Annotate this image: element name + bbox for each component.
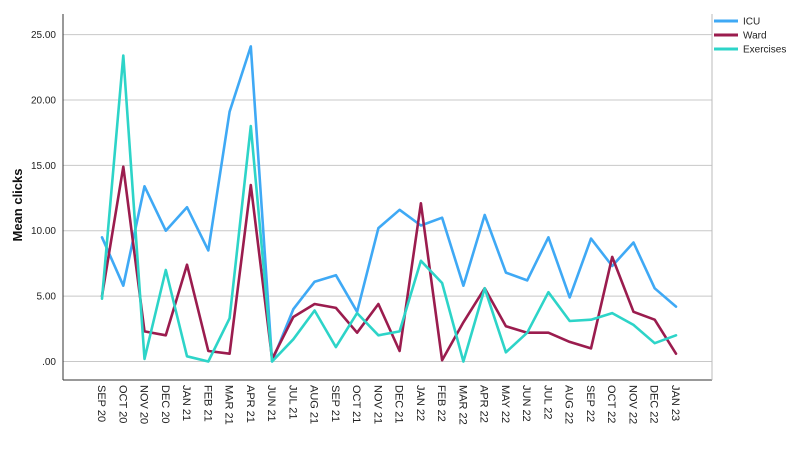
x-tick-label: MAY 22 (499, 385, 511, 423)
legend-label: ICU (743, 17, 760, 28)
x-tick-label: JAN 21 (180, 385, 192, 421)
x-tick-label: JAN 23 (669, 385, 681, 421)
gridlines (63, 34, 712, 362)
x-tick-label: NOV 21 (371, 385, 383, 424)
y-tick-label: 15.00 (31, 161, 56, 172)
series-lines (100, 45, 678, 363)
x-tick-label: FEB 22 (435, 385, 447, 422)
x-tick-label: JUN 21 (265, 385, 277, 422)
y-tick-label: 10.00 (31, 226, 56, 237)
x-tick-label: NOV 20 (138, 385, 150, 424)
legend-label: Ward (743, 31, 767, 42)
x-tick-label: OCT 21 (350, 385, 362, 423)
x-tick-label: APR 21 (244, 385, 256, 423)
x-tick-label: MAR 22 (456, 385, 468, 425)
x-tick-label: AUG 22 (563, 385, 575, 424)
x-tick-label: JAN 22 (414, 385, 426, 421)
x-tick-label: SEP 20 (95, 385, 107, 422)
x-tick-label: OCT 20 (116, 385, 128, 423)
x-tick-label: OCT 22 (605, 385, 617, 423)
legend-label: Exercises (743, 45, 786, 56)
y-tick-label: 20.00 (31, 95, 56, 106)
y-tick-label: .00 (42, 357, 56, 368)
x-tick-label: DEC 21 (393, 385, 405, 424)
series-line-ward (100, 165, 678, 362)
x-tick-label: JUL 21 (286, 385, 298, 419)
x-tick-label: APR 22 (478, 385, 490, 423)
x-tick-label: SEP 22 (584, 385, 596, 422)
x-tick-label: DEC 20 (159, 385, 171, 424)
legend: ICU Ward Exercises (714, 17, 786, 56)
y-tick-label: 25.00 (31, 30, 56, 41)
x-tick-label: JUN 22 (520, 385, 532, 422)
y-tick-labels: .00 5.00 10.00 15.00 20.00 25.00 (31, 30, 56, 368)
x-tick-label: FEB 21 (201, 385, 213, 422)
axes (62, 14, 713, 381)
x-tick-label: MAR 21 (223, 385, 235, 425)
y-axis-title: Mean clicks (10, 169, 25, 242)
x-tick-label: AUG 21 (308, 385, 320, 424)
x-tick-label: JUL 22 (541, 385, 553, 419)
x-tick-label: DEC 22 (648, 385, 660, 424)
x-tick-label: NOV 22 (626, 385, 638, 424)
series-line-icu (100, 45, 678, 363)
x-tick-labels: SEP 20 OCT 20 NOV 20 DEC 20 JAN 21 FEB 21 MAR … (95, 385, 681, 425)
series-line-exercises (100, 54, 678, 363)
y-tick-label: 5.00 (37, 292, 57, 303)
x-tick-label: SEP 21 (329, 385, 341, 422)
